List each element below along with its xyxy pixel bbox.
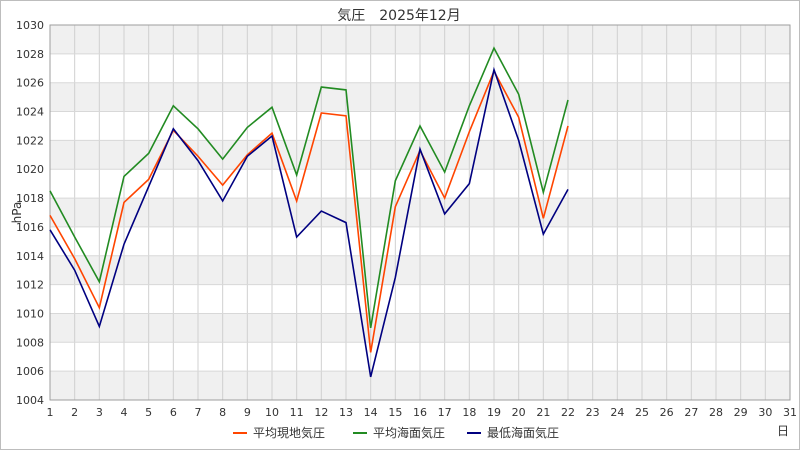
x-tick-label: 23	[586, 406, 600, 419]
x-tick-label: 16	[413, 406, 427, 419]
x-tick-label: 26	[660, 406, 674, 419]
x-tick-label: 24	[610, 406, 624, 419]
x-tick-label: 28	[709, 406, 723, 419]
y-tick-label: 1010	[16, 307, 44, 320]
x-tick-label: 5	[145, 406, 152, 419]
y-tick-label: 1018	[16, 192, 44, 205]
y-tick-label: 1030	[16, 19, 44, 32]
x-tick-label: 6	[170, 406, 177, 419]
series-line-3	[49, 66, 569, 378]
x-tick-label: 22	[561, 406, 575, 419]
y-tick-label: 1028	[16, 48, 44, 61]
y-tick-labels: 1004 1006 1008 1010 1012 1014 1016 1018 1020 1022…	[16, 19, 44, 407]
x-tick-label: 17	[438, 406, 452, 419]
x-tick-label: 8	[219, 406, 226, 419]
y-tick-label: 1022	[16, 134, 44, 147]
x-tick-label: 20	[512, 406, 526, 419]
x-tick-label: 27	[684, 406, 698, 419]
legend-label: 平均現地気圧	[253, 425, 325, 440]
y-axis-label: hPa	[10, 202, 24, 224]
y-tick-label: 1024	[16, 106, 44, 119]
x-tick-label: 19	[487, 406, 501, 419]
chart-title: 気圧 2025年12月	[337, 8, 460, 24]
legend-label: 平均海面気圧	[373, 425, 445, 440]
x-tick-label: 14	[364, 406, 378, 419]
y-tick-label: 1016	[16, 221, 44, 234]
x-tick-label: 31	[783, 406, 797, 419]
x-tick-label: 25	[635, 406, 649, 419]
x-tick-label: 30	[758, 406, 772, 419]
x-tick-label: 2	[71, 406, 78, 419]
x-tick-label: 4	[121, 406, 128, 419]
x-tick-label: 29	[734, 406, 748, 419]
legend: 平均現地気圧 平均海面気圧 最低海面気圧	[233, 425, 559, 440]
x-tick-label: 15	[388, 406, 402, 419]
series-line-1	[49, 69, 569, 353]
x-tick-label: 11	[290, 406, 304, 419]
series-lines	[49, 46, 569, 378]
y-tick-label: 1004	[16, 394, 44, 407]
x-tick-label: 9	[244, 406, 251, 419]
x-axis-label: 日	[777, 424, 789, 438]
vertical-gridlines	[49, 25, 791, 400]
plot-area-border	[49, 24, 791, 401]
x-tick-label: 10	[265, 406, 279, 419]
x-tick-label: 1	[47, 406, 54, 419]
x-tick-label: 18	[462, 406, 476, 419]
y-tick-label: 1014	[16, 250, 44, 263]
x-tick-label: 7	[195, 406, 202, 419]
y-tick-label: 1012	[16, 279, 44, 292]
x-tick-label: 3	[96, 406, 103, 419]
y-tick-label: 1026	[16, 77, 44, 90]
x-tick-label: 12	[314, 406, 328, 419]
x-tick-label: 21	[536, 406, 550, 419]
x-tick-labels: 1 2 3 4 5 6 7 8 9 10 11 12 13 14 15 16 17 18 19 20 21 22 23 24 2…	[47, 406, 798, 419]
y-tick-label: 1008	[16, 336, 44, 349]
y-tick-label: 1006	[16, 365, 44, 378]
x-tick-label: 13	[339, 406, 353, 419]
y-tick-label: 1020	[16, 163, 44, 176]
series-line-2	[49, 46, 569, 329]
legend-label: 最低海面気圧	[487, 425, 559, 440]
